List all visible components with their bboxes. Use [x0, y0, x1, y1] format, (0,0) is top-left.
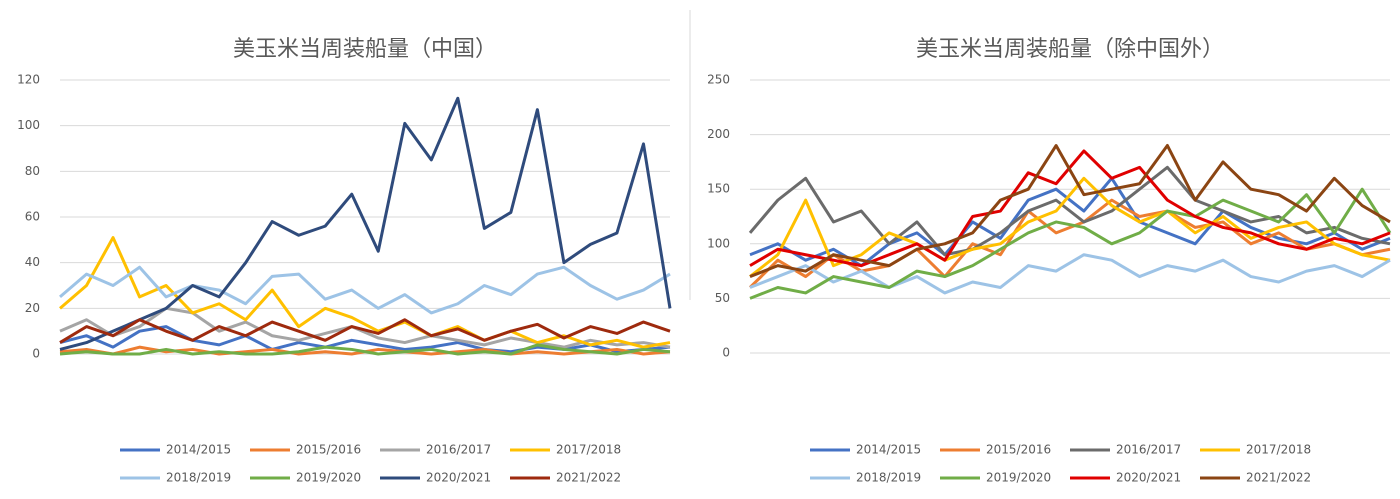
legend-label: 2016/2017	[426, 443, 491, 457]
y-tick-label: 60	[25, 210, 40, 224]
y-tick-label: 150	[707, 182, 730, 196]
legend-label: 2014/2015	[856, 443, 921, 457]
chart-title: 美玉米当周装船量（除中国外）	[916, 37, 1224, 62]
y-tick-label: 100	[17, 118, 40, 132]
y-tick-label: 50	[715, 291, 730, 305]
y-tick-label: 0	[722, 346, 730, 360]
series-line	[59, 343, 671, 356]
series-line	[749, 187, 1392, 300]
y-tick-label: 100	[707, 236, 730, 250]
y-tick-label: 80	[25, 164, 40, 178]
legend-label: 2018/2019	[856, 471, 921, 485]
y-tick-label: 0	[32, 347, 40, 361]
legend-label: 2014/2015	[166, 443, 231, 457]
legend-label: 2021/2022	[1246, 471, 1311, 485]
y-tick-label: 20	[25, 301, 40, 315]
series-line	[748, 198, 1391, 289]
series-line	[59, 96, 672, 351]
y-tick-label: 200	[707, 127, 730, 141]
legend-label: 2019/2020	[986, 471, 1051, 485]
legend-label: 2017/2018	[1246, 443, 1311, 457]
legend-label: 2018/2019	[166, 471, 231, 485]
series-line	[749, 176, 1391, 278]
legend-label: 2020/2021	[1116, 471, 1181, 485]
legend-label: 2020/2021	[426, 471, 491, 485]
series-line	[59, 265, 671, 315]
y-tick-label: 250	[707, 73, 730, 87]
legend-label: 2015/2016	[296, 443, 361, 457]
series-line	[749, 253, 1391, 295]
y-tick-label: 120	[17, 73, 40, 87]
series-line	[749, 144, 1391, 278]
series-line	[749, 176, 1391, 268]
legend-label: 2016/2017	[1116, 443, 1181, 457]
legend-label: 2015/2016	[986, 443, 1051, 457]
series-line	[59, 318, 671, 344]
legend-label: 2019/2020	[296, 471, 361, 485]
legend-label: 2017/2018	[556, 443, 621, 457]
chart-title: 美玉米当周装船量（中国）	[233, 37, 497, 62]
legend-label: 2021/2022	[556, 471, 621, 485]
y-tick-label: 40	[25, 255, 40, 269]
